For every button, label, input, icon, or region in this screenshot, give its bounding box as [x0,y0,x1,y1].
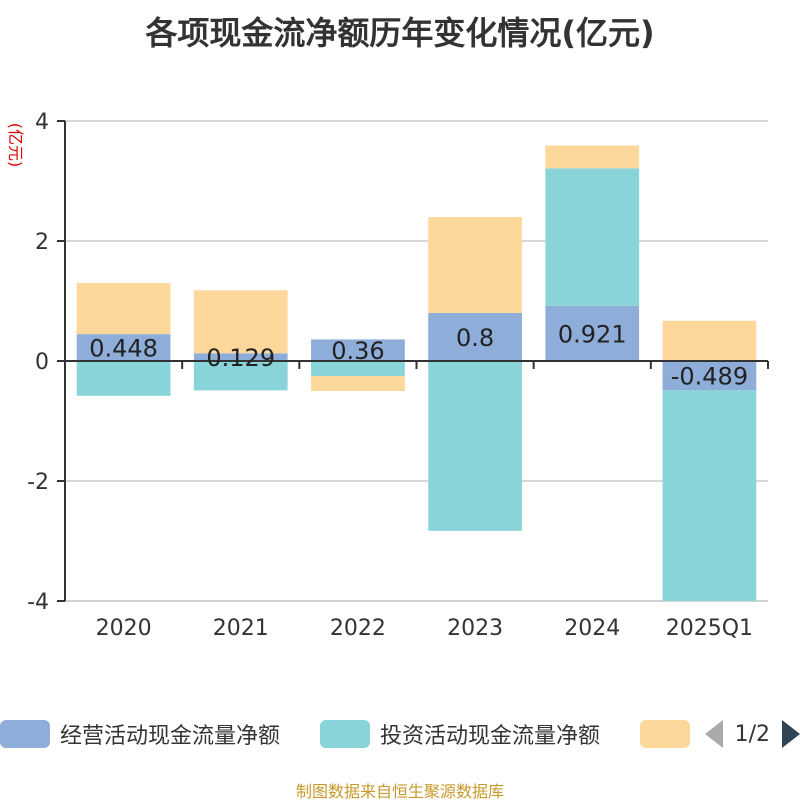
bar-2023-series-2[interactable] [428,217,522,313]
legend-prev-arrow-icon[interactable] [704,720,723,748]
y-axis-label: (亿元) [6,123,25,168]
y-tick-label: -2 [27,470,49,495]
legend-next-arrow-icon[interactable] [782,720,800,748]
legend-swatch-financing [640,720,690,748]
y-tick-label: 4 [35,110,49,135]
legend-swatch-investing [320,720,370,748]
legend-page-indicator: 1/2 [734,721,770,747]
bar-2024-series-1[interactable] [545,168,640,306]
data-label-2022: 0.36 [331,337,384,365]
data-label-2025Q1: -0.489 [671,363,748,391]
chart-title: 各项现金流净额历年变化情况(亿元) [145,14,655,52]
x-tick-label: 2021 [213,616,269,641]
bar-2021-series-0[interactable] [193,353,288,361]
y-tick-label: 0 [35,350,49,375]
data-label-2023: 0.8 [456,324,494,352]
bar-2021-series-1[interactable] [193,361,288,391]
y-tick-label: 2 [35,230,49,255]
bar-2022-series-0[interactable] [311,339,405,361]
y-tick-label: -4 [27,590,49,615]
bar-2021-series-2[interactable] [193,290,288,354]
x-tick-label: 2023 [447,616,503,641]
x-tick-label: 2024 [564,616,620,641]
bar-2023-series-0[interactable] [428,313,522,361]
bar-2020-series-0[interactable] [76,334,171,361]
data-label-2020: 0.448 [89,335,158,363]
bar-2025Q1-series-1[interactable] [662,390,757,601]
legend-item-financing[interactable] [640,716,700,752]
bar-2022-series-1[interactable] [311,361,405,376]
x-tick-label: 2020 [96,616,152,641]
bar-2024-series-2[interactable] [545,145,640,169]
bar-2023-series-1[interactable] [428,361,522,531]
legend-label-investing: 投资活动现金流量净额 [380,724,601,749]
x-tick-label: 2025Q1 [666,616,753,641]
bar-2025Q1-series-0[interactable] [662,361,757,391]
legend-swatch-operating [0,720,50,748]
legend-pager: 1/2 [704,716,800,752]
bar-2020-series-1[interactable] [76,361,171,396]
legend-label-operating: 经营活动现金流量净额 [60,724,281,749]
source-note: 制图数据来自恒生聚源数据库 [295,782,504,801]
legend-item-operating[interactable]: 经营活动现金流量净额 [0,716,280,752]
x-tick-label: 2022 [330,616,386,641]
data-label-2021: 0.129 [206,344,275,372]
chart-plot: -4 -2 0 2 4 (亿元) 2020 2021 2022 2023 2024 2025Q1 0.… [6,110,769,641]
legend: 经营活动现金流量净额 投资活动现金流量净额 1/2 [0,716,800,756]
bar-2025Q1-series-2[interactable] [662,320,757,361]
bar-2020-series-2[interactable] [76,283,171,335]
bar-2024-series-0[interactable] [545,305,640,361]
bar-2022-series-2[interactable] [311,376,405,391]
legend-item-investing[interactable]: 投资活动现金流量净额 [320,716,600,752]
data-label-2024: 0.921 [558,320,627,348]
